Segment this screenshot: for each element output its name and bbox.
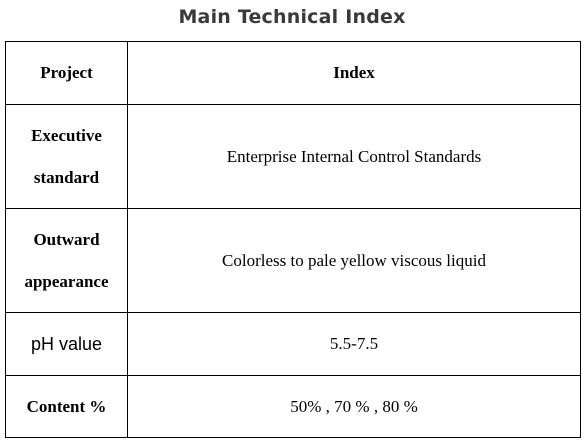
project-cell: Content % (5, 375, 128, 438)
project-cell: Executive standard (5, 104, 128, 209)
index-cell: Colorless to pale yellow viscous liquid (127, 208, 581, 313)
table-row: Outward appearance Colorless to pale yel… (5, 208, 581, 313)
project-cell: pH value (5, 312, 128, 376)
project-label-line: appearance (24, 271, 109, 291)
header-index: Index (127, 41, 581, 105)
table-row: pH value 5.5-7.5 (5, 312, 581, 376)
technical-index-table: Project Index Executive standard Enterpr… (5, 41, 581, 438)
header-project: Project (5, 41, 128, 105)
index-cell: 50% , 70 % , 80 % (127, 375, 581, 438)
table-header-row: Project Index (5, 41, 581, 105)
index-cell: 5.5-7.5 (127, 312, 581, 376)
index-cell: Enterprise Internal Control Standards (127, 104, 581, 209)
project-cell: Outward appearance (5, 208, 128, 313)
project-label-line: Outward (33, 229, 100, 249)
table-row: Content % 50% , 70 % , 80 % (5, 375, 581, 438)
page-title: Main Technical Index (178, 6, 406, 28)
project-label-line: standard (33, 167, 100, 187)
table-row: Executive standard Enterprise Internal C… (5, 104, 581, 209)
project-label-line: Executive (31, 125, 102, 145)
